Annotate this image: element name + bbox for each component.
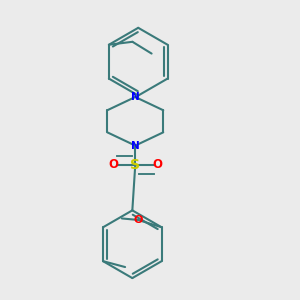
Text: O: O xyxy=(152,158,162,171)
Text: S: S xyxy=(130,158,140,172)
Text: O: O xyxy=(108,158,118,171)
Text: N: N xyxy=(131,141,140,151)
Text: O: O xyxy=(134,215,143,225)
Text: N: N xyxy=(131,92,140,102)
